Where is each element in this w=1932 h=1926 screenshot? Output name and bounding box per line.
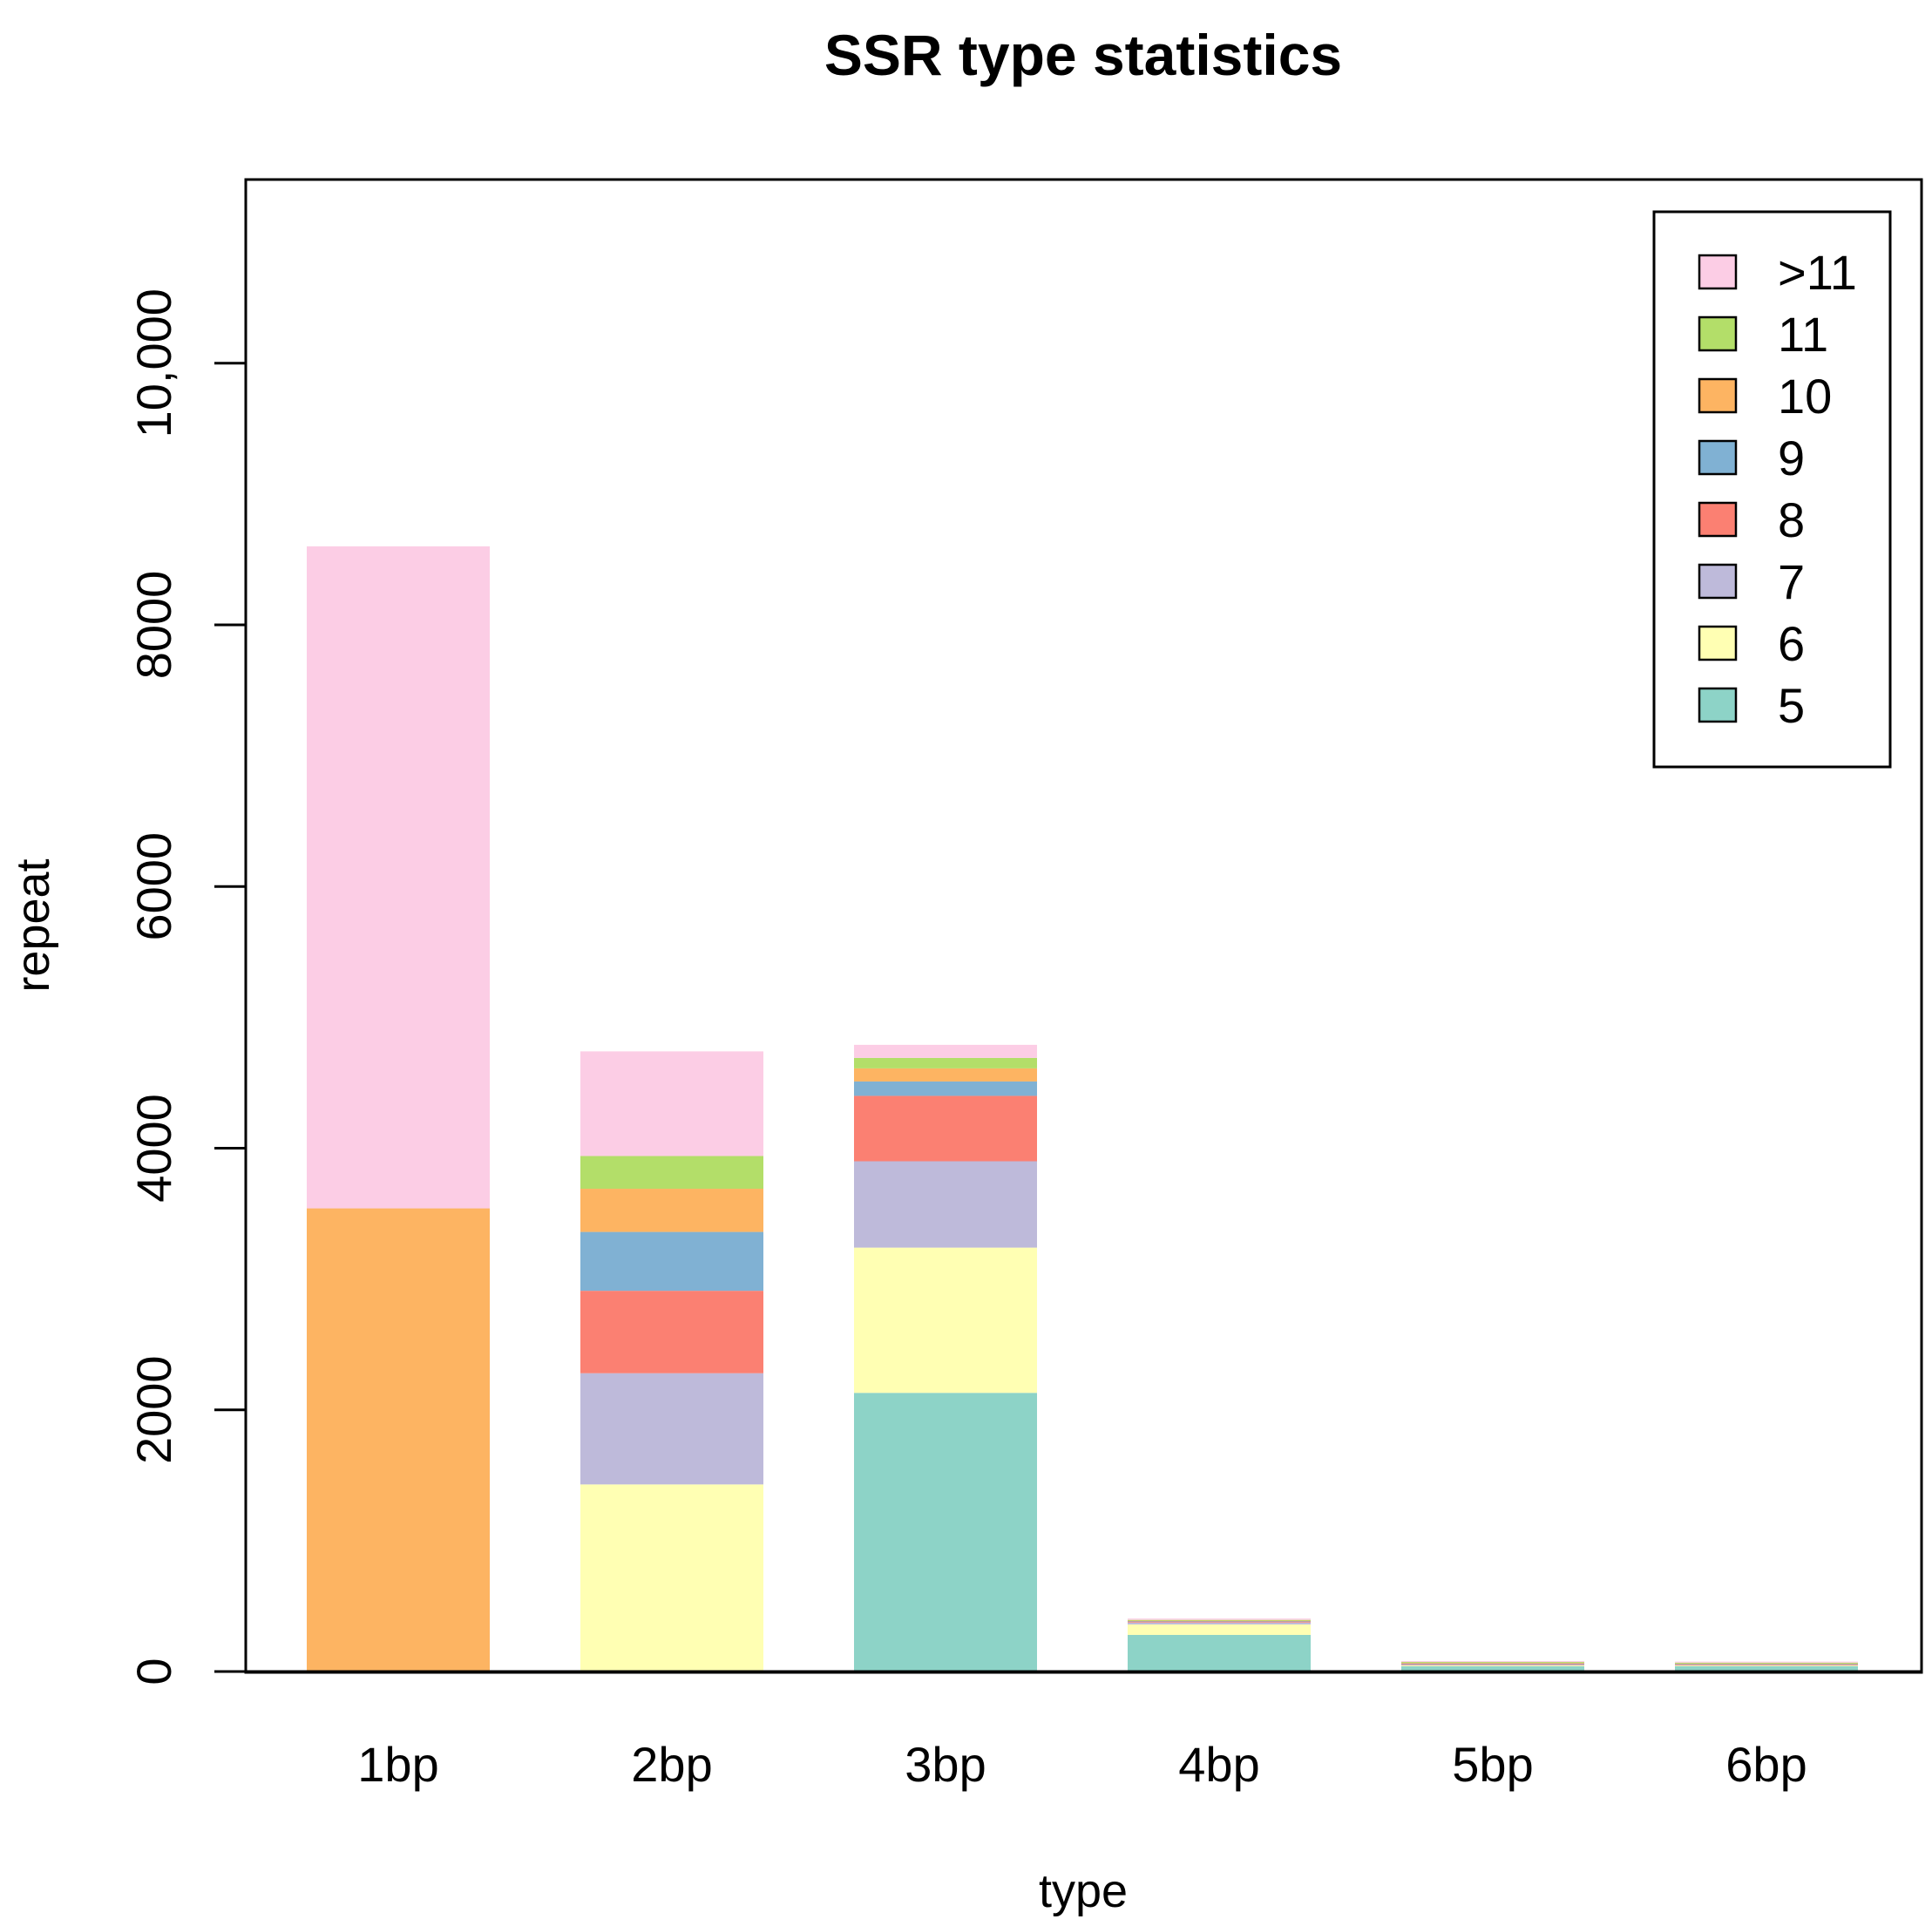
legend-swatch-11 — [1698, 315, 1738, 352]
bar-5bp-series-5 — [1401, 1662, 1584, 1664]
legend-swatch-9 — [1698, 439, 1738, 476]
legend-label-10: 10 — [1778, 369, 1832, 424]
bar-5bp-series-4 — [1401, 1663, 1584, 1665]
legend-box — [1652, 210, 1892, 769]
legend-swatch-6 — [1698, 625, 1738, 661]
x-axis: 1bp 2bp 3bp 4bp 5bp 6bp — [357, 1737, 1807, 1792]
bar-4bp-series-1 — [1128, 1624, 1311, 1635]
legend-label-11: 11 — [1778, 307, 1828, 362]
legend-label-9: 9 — [1778, 431, 1805, 485]
bar-3bp-series-5 — [854, 1068, 1037, 1082]
bar-3bp-series-6 — [854, 1057, 1037, 1068]
x-tick-label-6bp: 6bp — [1725, 1737, 1807, 1792]
bar-3bp-series-0 — [854, 1393, 1037, 1672]
bar-6bp-series-7 — [1675, 1661, 1858, 1663]
x-tick-label-1bp: 1bp — [357, 1737, 438, 1792]
y-tick-label: 0 — [126, 1658, 181, 1685]
y-axis: 0 2000 4000 6000 8000 10,000 — [126, 288, 1922, 1685]
bar-2bp-series-5 — [580, 1189, 763, 1232]
bars-group — [307, 546, 1858, 1672]
bar-5bp-series-1 — [1401, 1665, 1584, 1666]
x-tick-label-5bp: 5bp — [1452, 1737, 1533, 1792]
bar-4bp-series-0 — [1128, 1634, 1311, 1672]
bar-3bp-series-1 — [854, 1247, 1037, 1394]
bar-5bp-series-6 — [1401, 1662, 1584, 1664]
legend-label-8: 8 — [1778, 492, 1805, 547]
legend-swatch-10 — [1698, 377, 1738, 414]
legend-label-7: 7 — [1778, 554, 1805, 609]
legend-swatch-5 — [1698, 687, 1738, 723]
bar-4bp-series-7 — [1128, 1618, 1311, 1620]
legend: >11 11 10 9 8 7 6 5 — [1652, 210, 1892, 769]
bar-6bp-series-4 — [1675, 1663, 1858, 1665]
bar-2bp-series-7 — [580, 1051, 763, 1156]
x-tick-label-3bp: 3bp — [905, 1737, 986, 1792]
bar-5bp-series-3 — [1401, 1664, 1584, 1665]
chart-title: SSR type statistics — [824, 23, 1342, 87]
bar-4bp-series-2 — [1128, 1622, 1311, 1624]
bar-4bp-series-4 — [1128, 1620, 1311, 1622]
bar-1bp-series-7 — [307, 546, 490, 1209]
bar-1bp-series-5 — [307, 1208, 490, 1672]
x-tick-label-4bp: 4bp — [1178, 1737, 1259, 1792]
legend-label-5: 5 — [1778, 678, 1805, 733]
bar-3bp-series-2 — [854, 1161, 1037, 1248]
y-tick-label: 10,000 — [126, 288, 181, 437]
bar-3bp-series-4 — [854, 1081, 1037, 1096]
x-axis-label: type — [1039, 1865, 1128, 1917]
bar-5bp-series-7 — [1401, 1660, 1584, 1663]
y-tick-label: 4000 — [126, 1094, 181, 1203]
bar-6bp-series-0 — [1675, 1665, 1858, 1672]
legend-label->11: >11 — [1778, 245, 1857, 300]
bar-3bp-series-3 — [854, 1095, 1037, 1162]
bar-2bp-series-2 — [580, 1373, 763, 1485]
y-axis-label: repeat — [7, 858, 59, 992]
y-tick-label: 8000 — [126, 571, 181, 680]
legend-swatch-7 — [1698, 563, 1738, 600]
bar-4bp-series-6 — [1128, 1619, 1311, 1621]
legend-swatch->11 — [1698, 254, 1738, 290]
y-tick-label: 2000 — [126, 1355, 181, 1464]
bar-5bp-series-0 — [1401, 1665, 1584, 1672]
legend-swatch-8 — [1698, 501, 1738, 538]
bar-2bp-series-1 — [580, 1484, 763, 1672]
bar-6bp-series-6 — [1675, 1662, 1858, 1664]
y-tick-label: 6000 — [126, 832, 181, 941]
bar-2bp-series-3 — [580, 1291, 763, 1373]
bar-3bp-series-7 — [854, 1044, 1037, 1058]
legend-label-6: 6 — [1778, 616, 1805, 671]
x-tick-label-2bp: 2bp — [631, 1737, 712, 1792]
bar-2bp-series-6 — [580, 1156, 763, 1190]
bar-6bp-series-1 — [1675, 1665, 1858, 1666]
bar-6bp-series-5 — [1675, 1663, 1858, 1665]
bar-2bp-series-4 — [580, 1231, 763, 1292]
bar-4bp-series-3 — [1128, 1621, 1311, 1623]
